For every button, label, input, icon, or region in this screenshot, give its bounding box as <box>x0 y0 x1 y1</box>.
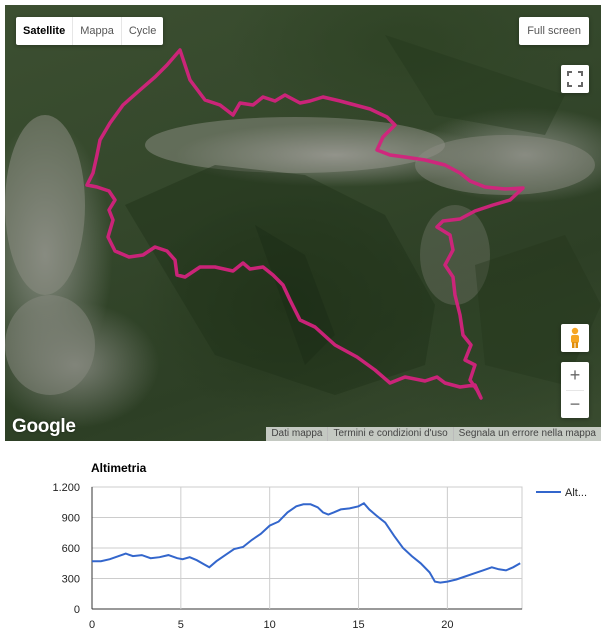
report-error-link[interactable]: Segnala un errore nella mappa <box>452 427 601 441</box>
fullscreen-icon <box>567 71 583 87</box>
zoom-control: + − <box>561 362 589 418</box>
y-tick-label: 600 <box>62 543 80 555</box>
x-tick-label: 5 <box>178 619 184 631</box>
route-path <box>85 48 525 400</box>
y-tick-label: 0 <box>74 604 80 616</box>
terms-link[interactable]: Termini e condizioni d'uso <box>327 427 452 441</box>
x-tick-label: 0 <box>89 619 95 631</box>
fullscreen-toggle-button[interactable] <box>561 65 589 93</box>
elevation-chart: Altimetria 0 300 600 900 1.200 0 5 10 15 20 Alt.… <box>0 441 606 635</box>
x-tick-label: 20 <box>441 619 453 631</box>
map-data-link[interactable]: Dati mappa <box>271 428 323 439</box>
y-tick-label: 300 <box>62 574 80 586</box>
street-view-button[interactable] <box>561 324 589 352</box>
map-type-control: Satellite Mappa Cycle <box>16 17 164 45</box>
x-tick-label: 10 <box>264 619 276 631</box>
pegman-icon <box>571 327 579 348</box>
legend-label: Alt... <box>565 487 587 499</box>
x-tick-label: 15 <box>352 619 364 631</box>
google-logo: Google <box>12 416 76 437</box>
satellite-map[interactable]: Satellite Mappa Cycle Full screen + − Go… <box>5 5 601 441</box>
terrain-overlay <box>5 35 601 400</box>
chart-title: Altimetria <box>91 461 147 475</box>
zoom-divider <box>566 390 584 391</box>
zoom-in-button[interactable]: + <box>569 365 581 385</box>
y-tick-label: 900 <box>62 513 80 525</box>
map-type-cycle[interactable]: Cycle <box>128 25 157 37</box>
y-tick-label: 1.200 <box>52 482 80 494</box>
map-attribution: Dati mappa Termini e condizioni d'uso Se… <box>266 427 601 441</box>
zoom-out-button[interactable]: − <box>569 394 581 414</box>
elevation-chart-svg: Altimetria 0 300 600 900 1.200 0 5 10 15 20 Alt.… <box>52 461 587 631</box>
full-screen-button[interactable]: Full screen <box>519 17 589 45</box>
elevation-series-line <box>92 502 521 584</box>
map-type-mappa[interactable]: Mappa <box>73 17 122 45</box>
map-type-satellite[interactable]: Satellite <box>16 17 74 45</box>
